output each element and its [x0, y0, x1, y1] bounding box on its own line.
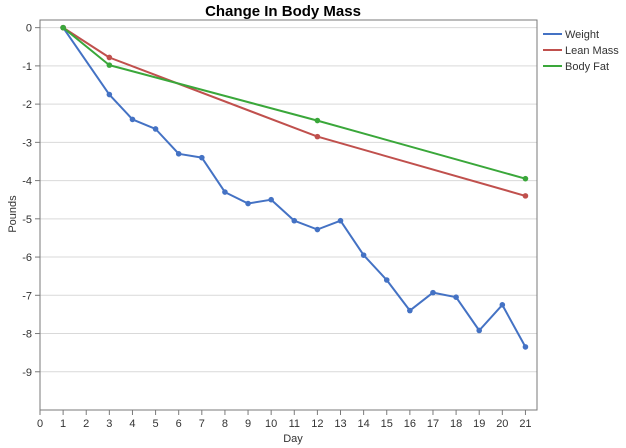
x-tick-label: 11: [289, 418, 300, 430]
x-tick-label: 14: [358, 418, 370, 430]
legend-label-body-fat: Body Fat: [565, 61, 609, 73]
data-point-weight: [499, 302, 506, 308]
data-point-weight: [199, 154, 205, 161]
y-tick-label: -8: [22, 329, 32, 341]
data-point-body-fat: [314, 117, 321, 124]
data-point-weight: [337, 217, 344, 224]
x-tick-label: 5: [153, 418, 159, 430]
series-line-body-fat: [62, 26, 526, 180]
x-axis-label: Day: [283, 433, 303, 445]
data-point-weight: [314, 226, 321, 233]
x-tick-label: 3: [106, 418, 112, 430]
data-point-weight: [106, 91, 113, 98]
legend: Weight Lean Mass Body Fat: [543, 29, 619, 73]
data-point-weight: [152, 126, 159, 132]
y-tick-label: -7: [22, 290, 32, 302]
x-tick-label: 9: [245, 418, 251, 430]
x-tick-label: 16: [404, 418, 416, 430]
x-axis: 0 1 2 3 4 5 6 7 8 9 10 11 12 13 14 15 16 17 18 19 20 21: [37, 410, 532, 430]
data-point-lean-mass: [314, 133, 321, 140]
data-point-weight: [522, 344, 529, 350]
series-line-weight: [62, 27, 527, 348]
data-point-weight: [268, 196, 274, 203]
x-tick-label: 6: [176, 418, 182, 430]
data-point-weight: [245, 200, 251, 207]
plot-frame: [39, 19, 538, 411]
x-tick-label: 19: [473, 418, 485, 430]
grid-lines: [40, 27, 537, 373]
y-tick-label: -6: [22, 252, 32, 264]
data-point-lean-mass: [106, 54, 113, 61]
data-point-body-fat: [60, 24, 66, 31]
y-tick-label: -4: [22, 176, 32, 188]
x-tick-label: 15: [381, 418, 393, 430]
x-tick-label: 13: [334, 418, 346, 430]
y-axis-label: Pounds: [7, 195, 19, 233]
data-point-weight: [222, 189, 228, 195]
y-tick-label: -9: [22, 367, 32, 379]
y-tick-label: -3: [22, 137, 32, 149]
y-tick-label: -5: [22, 214, 32, 226]
y-tick-label: 0: [26, 23, 32, 35]
data-point-weight: [476, 327, 483, 334]
series-weight: [60, 24, 529, 350]
y-tick-label: -2: [22, 99, 32, 111]
x-tick-label: 10: [265, 418, 277, 430]
data-point-lean-mass: [522, 193, 529, 199]
data-point-weight: [407, 307, 413, 314]
data-point-weight: [383, 277, 390, 283]
data-point-body-fat: [522, 175, 529, 182]
x-tick-label: 0: [37, 418, 43, 430]
x-tick-label: 12: [311, 418, 323, 430]
x-tick-label: 2: [83, 418, 89, 430]
data-point-weight: [430, 289, 436, 296]
data-point-body-fat: [106, 62, 113, 68]
legend-label-lean-mass: Lean Mass: [565, 45, 619, 57]
data-point-weight: [129, 116, 136, 123]
data-point-weight: [175, 151, 182, 157]
data-point-weight: [291, 217, 298, 224]
x-tick-label: 21: [519, 418, 531, 430]
legend-label-weight: Weight: [565, 29, 599, 41]
data-point-weight: [360, 252, 367, 258]
series-body-fat: [60, 24, 529, 182]
x-tick-label: 18: [450, 418, 462, 430]
x-tick-label: 8: [222, 418, 228, 430]
series-line-lean-mass: [62, 26, 526, 197]
y-tick-label: -1: [22, 61, 32, 73]
y-axis: 0 -1 -2 -3 -4 -5 -6 -7 -8 -9: [22, 23, 40, 379]
series-group: [60, 24, 529, 350]
x-tick-label: 17: [427, 418, 439, 430]
x-tick-label: 4: [129, 418, 135, 430]
x-tick-label: 7: [199, 418, 205, 430]
data-point-weight: [453, 294, 459, 301]
x-tick-label: 20: [496, 418, 508, 430]
x-tick-label: 1: [60, 418, 66, 430]
series-lean-mass: [60, 24, 529, 199]
chart-title: Change In Body Mass: [205, 3, 361, 20]
